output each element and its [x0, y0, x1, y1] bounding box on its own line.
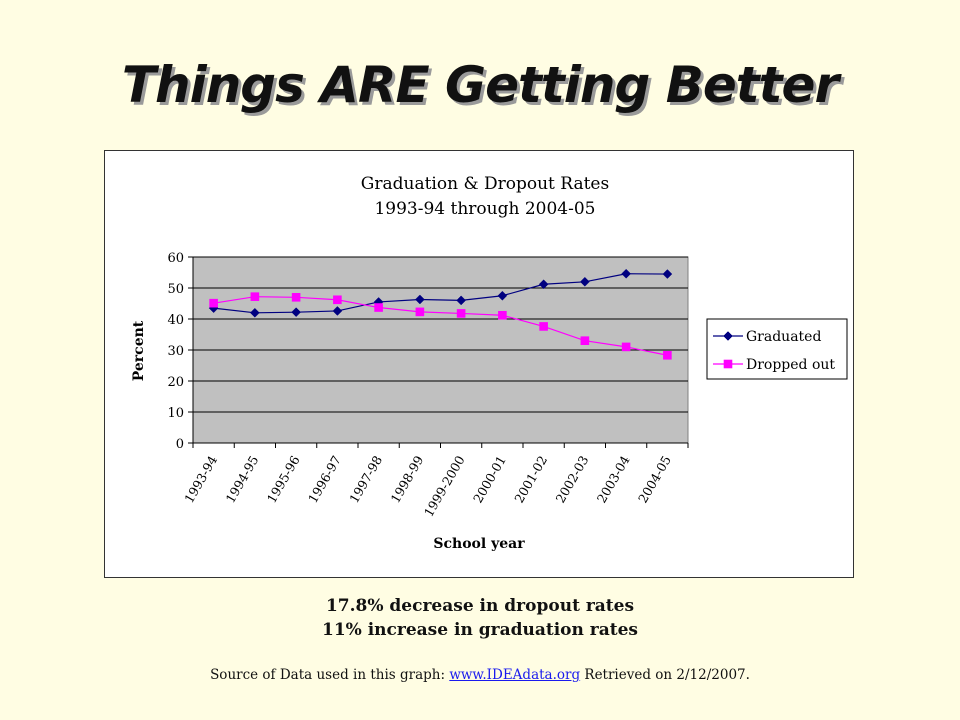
data-point-graduated — [723, 331, 733, 341]
x-axis-label: School year — [433, 536, 525, 552]
chart-subtitle: 1993-94 through 2004-05 — [374, 199, 595, 219]
x-tick-label: 1995-96 — [264, 453, 303, 506]
data-point-graduated — [497, 290, 508, 301]
data-point-dropped-out — [621, 342, 631, 352]
y-tick-label: 30 — [167, 344, 184, 359]
data-point-dropped-out — [723, 359, 733, 369]
data-point-dropped-out — [663, 350, 672, 360]
data-point-dropped-out — [498, 310, 507, 320]
data-point-dropped-out — [209, 298, 218, 308]
data-point-dropped-out — [250, 292, 260, 301]
data-point-graduated — [580, 276, 590, 287]
data-point-graduated — [415, 294, 425, 305]
chart-title: Graduation & Dropout Rates — [361, 174, 609, 194]
y-tick-label: 60 — [167, 251, 184, 266]
line-chart: Graduation & Dropout Rates 1993-94 throu… — [131, 174, 848, 552]
data-point-graduated — [250, 307, 260, 318]
source-prefix: Source of Data used in this graph: — [210, 667, 450, 683]
y-tick-label: 40 — [167, 313, 184, 328]
x-tick-label: 1993-94 — [181, 453, 220, 506]
data-point-graduated — [332, 306, 343, 316]
data-point-dropped-out — [333, 295, 342, 305]
data-point-dropped-out — [291, 293, 301, 302]
caption-dropout: 17.8% decrease in dropout rates — [325, 596, 635, 616]
y-tick-label: 20 — [167, 375, 184, 390]
x-tick-label: 2002-03 — [553, 453, 592, 506]
data-point-dropped-out — [539, 322, 548, 331]
y-axis-label: Percent — [131, 320, 147, 381]
x-tick-label: 1998-99 — [388, 453, 427, 506]
y-tick-label: 10 — [167, 406, 184, 421]
source-note: Source of Data used in this graph: www.I… — [0, 667, 960, 683]
caption-graduation: 11% increase in graduation rates — [322, 620, 638, 640]
data-point-dropped-out — [456, 309, 466, 318]
x-tick-label: 2004-05 — [635, 453, 674, 505]
y-tick-label: 50 — [167, 282, 184, 297]
data-point-graduated — [538, 279, 549, 290]
series-line-dropped-out — [213, 296, 668, 356]
chart-container: Graduation & Dropout Rates 1993-94 throu… — [104, 150, 854, 578]
source-link[interactable]: www.IDEAdata.org — [449, 667, 581, 683]
y-tick-label: 0 — [176, 437, 184, 452]
data-point-graduated — [456, 295, 466, 306]
data-point-dropped-out — [415, 307, 425, 317]
x-tick-label: 1997-98 — [346, 453, 385, 506]
data-point-dropped-out — [580, 336, 590, 345]
legend-label-graduated: Graduated — [746, 329, 821, 345]
data-point-graduated — [621, 268, 631, 279]
legend-box — [706, 318, 848, 380]
series-line-graduated — [213, 273, 668, 314]
data-point-graduated — [662, 269, 673, 279]
legend-label-dropped-out: Dropped out — [746, 357, 835, 373]
data-point-graduated — [291, 307, 301, 318]
x-tick-label: 1999-2000 — [421, 453, 468, 519]
x-tick-label: 2000-01 — [470, 453, 509, 505]
slide-title: Things ARE Getting Better — [121, 56, 839, 114]
x-tick-label: 1994-95 — [223, 453, 262, 505]
data-point-dropped-out — [374, 303, 383, 312]
chart-legend: Graduated Dropped out — [706, 318, 848, 380]
x-tick-label: 1996-97 — [305, 453, 344, 506]
source-suffix: Retrieved on 2/12/2007. — [580, 667, 750, 683]
x-tick-label: 2001-02 — [511, 453, 550, 505]
x-tick-label: 2003-04 — [594, 453, 633, 506]
